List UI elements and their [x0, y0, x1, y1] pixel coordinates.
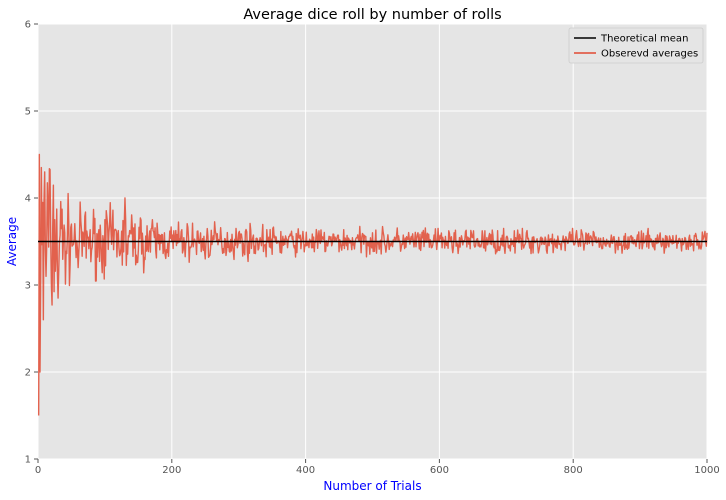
y-tick-label: 6: [25, 20, 31, 31]
y-tick-label: 4: [25, 194, 31, 205]
x-tick-label: 200: [162, 465, 181, 476]
chart-title: Average dice roll by number of rolls: [243, 7, 501, 23]
y-axis-label: Average: [5, 217, 19, 266]
x-tick-label: 600: [430, 465, 449, 476]
x-tick-label: 0: [35, 465, 41, 476]
x-tick-label: 800: [564, 465, 583, 476]
x-axis-label: Number of Trials: [323, 479, 421, 493]
series-layer: [37, 153, 708, 416]
legend-entry-observed-averages: Obserevd averages: [601, 49, 698, 60]
x-tick-label: 400: [296, 465, 315, 476]
legend: Theoretical mean Obserevd averages: [568, 27, 704, 64]
axes: 0 200 400 600 800 1000 1 2 3 4 5 6: [25, 20, 720, 477]
y-tick-label: 3: [25, 281, 31, 292]
legend-entry-theoretical-mean: Theoretical mean: [600, 34, 688, 45]
y-tick-label: 5: [25, 107, 31, 118]
legend-box: [568, 27, 704, 64]
y-tick-label: 2: [25, 368, 31, 379]
y-tick-label: 1: [25, 455, 31, 466]
x-tick-label: 1000: [694, 465, 719, 476]
